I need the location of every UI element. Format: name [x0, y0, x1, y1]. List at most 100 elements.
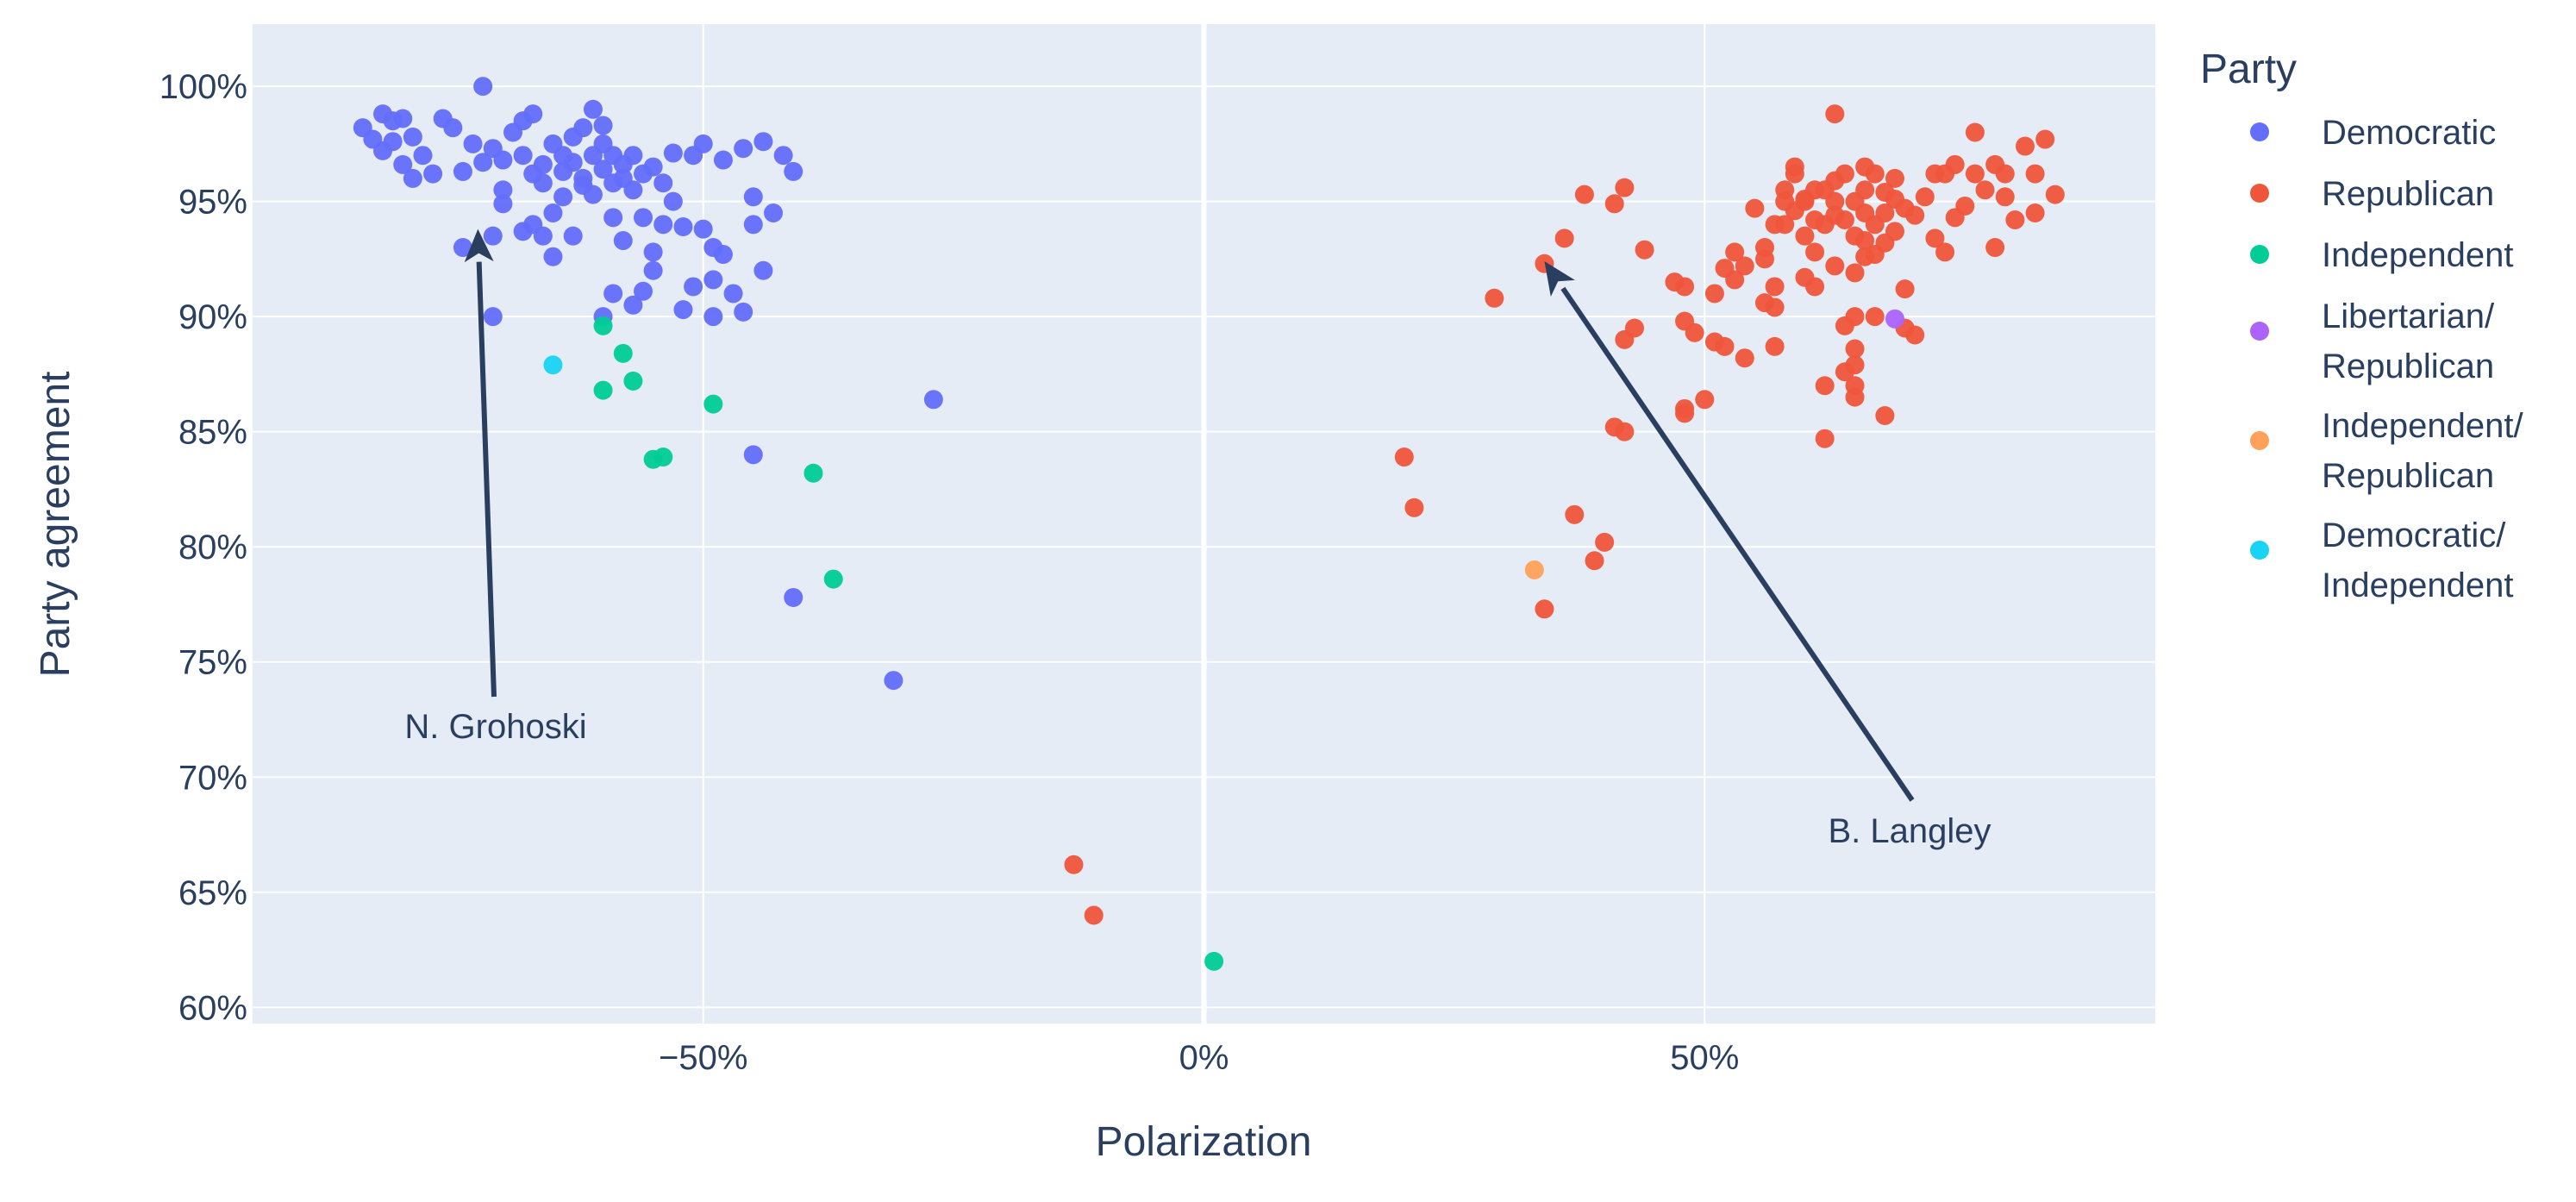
point-democratic: [553, 187, 573, 207]
point-republican: [1905, 205, 1925, 225]
point-democratic: [413, 146, 433, 166]
point-republican: [1765, 297, 1785, 317]
point-democratic: [734, 139, 753, 159]
legend-item-republican[interactable]: Republican: [2250, 175, 2494, 213]
point-republican: [2025, 164, 2045, 184]
point-republican: [2005, 210, 2025, 229]
point-republican: [1485, 288, 1504, 308]
point-republican: [1825, 104, 1845, 124]
point-republican: [1754, 249, 1774, 269]
point-republican: [1825, 256, 1845, 276]
y-tick-label: 70%: [178, 759, 247, 797]
point-republican: [1704, 284, 1724, 304]
point-democratic: [623, 180, 643, 200]
point-republican: [1815, 215, 1835, 235]
point-democratic: [643, 157, 663, 177]
point-democratic: [613, 231, 633, 251]
point-republican: [1775, 191, 1795, 211]
legend-marker: [2250, 322, 2269, 341]
x-axis-title: Polarization: [1096, 1119, 1312, 1165]
point-democratic: [423, 164, 443, 184]
point-republican: [1935, 242, 1955, 262]
point-democratic: [513, 146, 533, 166]
legend-label: Libertarian/: [2322, 297, 2495, 335]
point-republican: [1745, 198, 1765, 218]
point-republican: [1805, 180, 1825, 200]
point-republican: [1574, 185, 1594, 204]
point-republican: [1675, 277, 1695, 297]
legend-item-independent[interactable]: Independent: [2250, 236, 2513, 274]
y-tick-label: 85%: [178, 414, 247, 452]
point-democratic: [583, 185, 603, 204]
series-democratic: [353, 77, 943, 691]
annotation: N. Grohoski: [404, 229, 587, 746]
y-tick-label: 80%: [178, 529, 247, 567]
point-democratic: [393, 154, 413, 174]
point-democratic: [673, 300, 693, 320]
point-independent: [703, 394, 723, 414]
point-democratic: [653, 173, 673, 193]
annotation: B. Langley: [1544, 261, 1991, 850]
point-republican: [1845, 355, 1865, 375]
point-democratic: [483, 307, 503, 327]
point-libertarian-republican: [1885, 309, 1904, 329]
point-democratic: [493, 150, 513, 170]
point-republican: [1955, 196, 1975, 216]
point-republican: [1865, 307, 1885, 327]
point-republican: [1715, 336, 1735, 356]
legend-item-independent-republican[interactable]: Independent/Republican: [2250, 407, 2523, 495]
point-democratic: [543, 247, 563, 266]
point-republican: [1675, 398, 1695, 418]
point-republican: [1875, 203, 1895, 222]
point-democratic-independent: [543, 355, 563, 375]
point-democratic: [473, 77, 493, 97]
point-democratic: [623, 146, 643, 166]
point-democratic: [603, 284, 623, 304]
y-axis-ticks: 60% 65% 70% 75% 80% 85% 90% 95% 100%: [159, 68, 247, 1027]
point-democratic: [643, 242, 663, 262]
point-independent: [803, 463, 823, 483]
point-democratic: [493, 180, 513, 200]
legend-label: Republican: [2322, 347, 2494, 385]
point-democratic: [703, 270, 723, 290]
legend-item-democratic-independent[interactable]: Democratic/Independent: [2250, 516, 2513, 604]
point-republican: [1595, 532, 1615, 552]
point-democratic: [884, 671, 903, 691]
legend-marker: [2250, 541, 2269, 560]
y-axis-title: Party agreement: [33, 372, 78, 678]
point-republican: [1945, 154, 1965, 174]
point-republican: [1845, 387, 1865, 407]
y-tick-label: 75%: [178, 644, 247, 682]
point-republican: [1845, 307, 1865, 327]
point-republican: [1845, 263, 1865, 283]
legend-label: Democratic/: [2322, 516, 2506, 554]
point-democratic: [403, 168, 422, 188]
point-democratic: [743, 445, 763, 465]
point-democratic: [703, 307, 723, 327]
point-republican: [1885, 222, 1904, 241]
point-democratic: [393, 109, 413, 128]
x-tick-label: 0%: [1179, 1039, 1229, 1077]
point-republican: [1855, 231, 1875, 251]
point-democratic: [753, 132, 773, 152]
legend-label: Democratic: [2322, 114, 2496, 152]
point-republican: [1845, 339, 1865, 359]
legend-item-libertarian-republican[interactable]: Libertarian/Republican: [2250, 297, 2495, 385]
point-democratic: [753, 260, 773, 280]
point-republican: [1995, 187, 2015, 207]
legend-marker: [2250, 184, 2269, 203]
point-republican: [1635, 240, 1654, 260]
point-democratic: [563, 153, 583, 172]
y-tick-label: 90%: [178, 298, 247, 336]
point-democratic: [453, 238, 472, 258]
legend-item-democratic[interactable]: Democratic: [2250, 114, 2496, 152]
point-democratic: [533, 173, 553, 193]
point-democratic: [773, 146, 793, 166]
data-points: [353, 77, 2065, 971]
point-democratic: [723, 284, 743, 304]
x-axis-ticks: −50% 0% 50%: [659, 1039, 1739, 1077]
x-tick-label: −50%: [659, 1039, 747, 1077]
point-democratic: [764, 203, 784, 222]
point-republican: [1615, 178, 1635, 197]
legend-label: Independent/: [2322, 407, 2523, 445]
